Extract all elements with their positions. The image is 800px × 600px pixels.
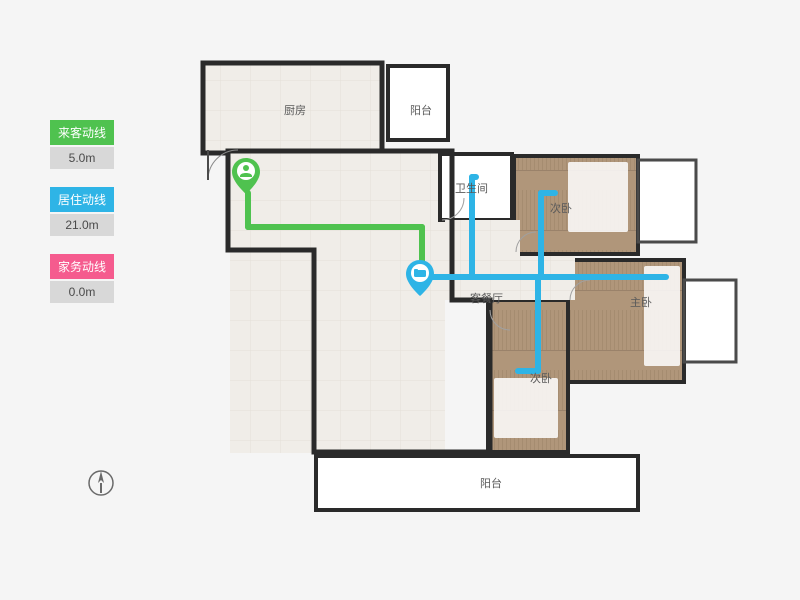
label-bedroom2a: 次卧 bbox=[550, 200, 572, 216]
legend-guest: 来客动线 5.0m bbox=[50, 120, 114, 169]
path-blue-segment bbox=[535, 274, 541, 374]
legend: 来客动线 5.0m 居住动线 21.0m 家务动线 0.0m bbox=[50, 120, 114, 321]
legend-living: 居住动线 21.0m bbox=[50, 187, 114, 236]
legend-housework-value: 0.0m bbox=[50, 281, 114, 303]
label-bedroom2b: 次卧 bbox=[530, 370, 552, 386]
legend-housework: 家务动线 0.0m bbox=[50, 254, 114, 303]
path-blue-segment bbox=[538, 190, 558, 196]
label-living-dining: 客餐厅 bbox=[470, 290, 503, 306]
label-kitchen: 厨房 bbox=[284, 102, 306, 118]
path-blue-segment bbox=[538, 190, 544, 280]
label-master: 主卧 bbox=[630, 294, 652, 310]
path-green-segment bbox=[245, 224, 425, 230]
legend-guest-label: 来客动线 bbox=[50, 120, 114, 145]
entry-marker-icon bbox=[232, 158, 260, 194]
compass-icon bbox=[86, 468, 116, 503]
label-balcony-bot: 阳台 bbox=[480, 475, 502, 491]
label-balcony-top: 阳台 bbox=[410, 102, 432, 118]
label-bathroom: 卫生间 bbox=[455, 180, 488, 196]
floorplan: 厨房 阳台 卫生间 次卧 客餐厅 主卧 次卧 阳台 bbox=[190, 50, 750, 560]
legend-living-value: 21.0m bbox=[50, 214, 114, 236]
sofa-marker-icon bbox=[406, 260, 434, 296]
legend-living-label: 居住动线 bbox=[50, 187, 114, 212]
path-blue-segment bbox=[419, 274, 669, 280]
legend-housework-label: 家务动线 bbox=[50, 254, 114, 279]
legend-guest-value: 5.0m bbox=[50, 147, 114, 169]
